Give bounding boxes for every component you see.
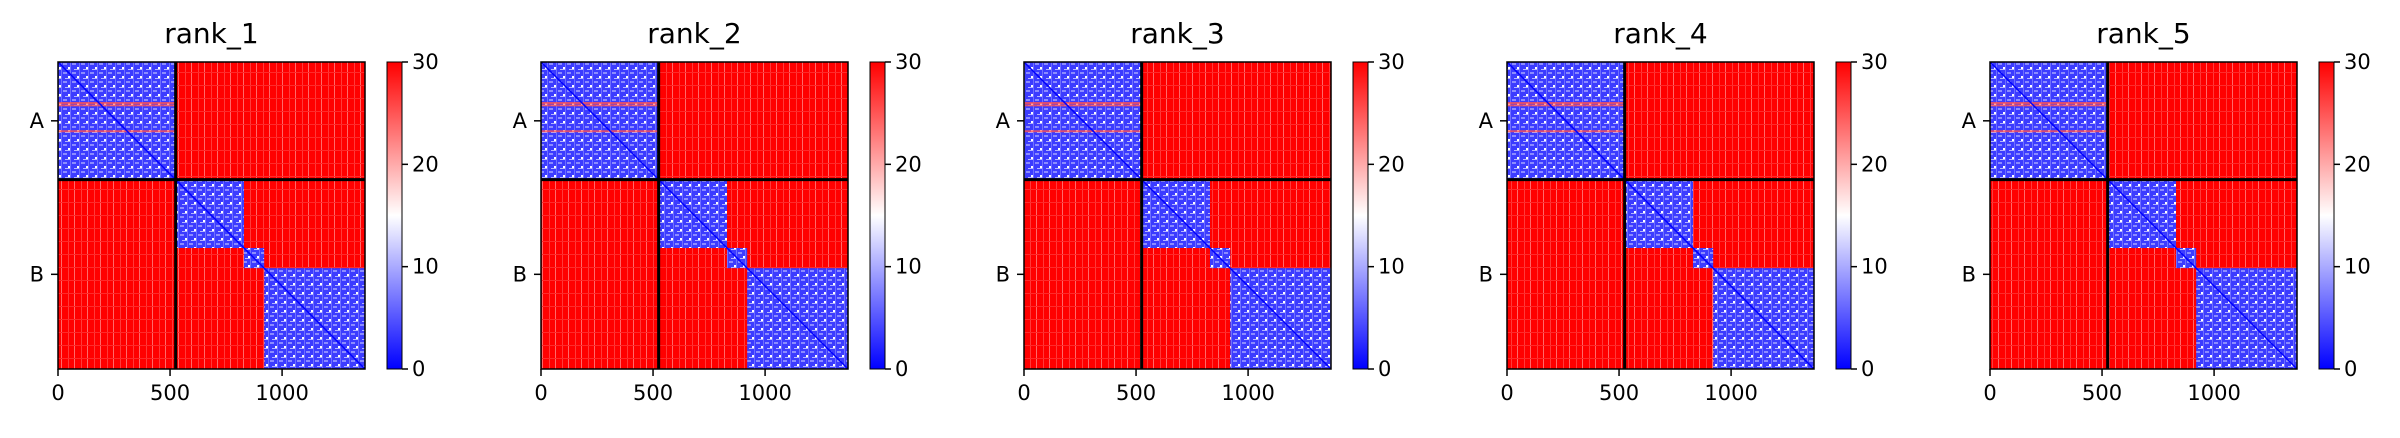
- y-tick-label: B: [996, 262, 1010, 286]
- diagonal-line: [1023, 61, 1332, 370]
- diagonal-line: [1506, 61, 1815, 370]
- error-stripe: [541, 104, 659, 107]
- error-stripe: [1990, 101, 2108, 104]
- error-stripe: [1507, 101, 1625, 104]
- plot-frame: [57, 61, 366, 370]
- colorbar-tick-label: 10: [412, 255, 439, 279]
- x-tick-label: 0: [51, 381, 64, 405]
- error-stripe: [58, 101, 176, 104]
- colorbar-tick-label: 20: [2344, 152, 2371, 176]
- x-tick-label: 1000: [2187, 381, 2240, 405]
- colorbar-tick-label: 30: [895, 50, 922, 74]
- colorbar-tick-label: 20: [1378, 152, 1405, 176]
- colorbar-tick-label: 0: [412, 357, 425, 381]
- colorbar-tick-label: 20: [1861, 152, 1888, 176]
- heatmap-panel-rank_1: rank_1 0 500 1000 A B 0 10 20 30: [30, 17, 439, 405]
- colorbar: [386, 61, 403, 370]
- x-tick-label: 500: [1599, 381, 1639, 405]
- colorbar-tick-label: 30: [2344, 50, 2371, 74]
- y-tick-label: B: [30, 262, 44, 286]
- x-tick-label: 1000: [255, 381, 308, 405]
- heatmap-panel-rank_2: rank_2 0 500 1000 A B 0 10 20 30: [513, 17, 922, 405]
- colorbar-tick-label: 0: [2344, 357, 2357, 381]
- x-tick-label: 0: [1983, 381, 1996, 405]
- error-stripe: [1990, 104, 2108, 107]
- error-stripe: [1024, 130, 1142, 133]
- error-stripe: [1507, 130, 1625, 133]
- error-stripe: [541, 101, 659, 104]
- colorbar: [869, 61, 886, 370]
- error-stripe: [1990, 130, 2108, 133]
- error-stripe: [58, 130, 176, 133]
- plot-frame: [540, 61, 849, 370]
- x-tick-label: 500: [633, 381, 673, 405]
- colorbar-tick-label: 10: [2344, 255, 2371, 279]
- x-tick-label: 0: [534, 381, 547, 405]
- diagonal-line: [540, 61, 849, 370]
- colorbar-tick-label: 10: [1861, 255, 1888, 279]
- colorbar: [2318, 61, 2335, 370]
- x-tick-label: 500: [1116, 381, 1156, 405]
- colorbar-tick-label: 0: [1378, 357, 1391, 381]
- colorbar-tick-label: 20: [412, 152, 439, 176]
- colorbar-tick-label: 30: [1861, 50, 1888, 74]
- x-tick-label: 1000: [1221, 381, 1274, 405]
- colorbar-tick-label: 10: [895, 255, 922, 279]
- diagonal-line: [57, 61, 366, 370]
- x-tick-label: 0: [1017, 381, 1030, 405]
- heatmap-panel-rank_5: rank_5 0 500 1000 A B 0 10 20 30: [1962, 17, 2371, 405]
- plot-frame: [1023, 61, 1332, 370]
- y-tick-label: A: [1962, 109, 1977, 133]
- colorbar-tick-label: 10: [1378, 255, 1405, 279]
- panel-title: rank_5: [2096, 17, 2190, 50]
- heatmap-panel-rank_4: rank_4 0 500 1000 A B 0 10 20 30: [1479, 17, 1888, 405]
- y-tick-label: A: [1479, 109, 1494, 133]
- x-tick-label: 500: [2082, 381, 2122, 405]
- x-tick-label: 1000: [1704, 381, 1757, 405]
- y-tick-label: A: [513, 109, 528, 133]
- colorbar-tick-label: 30: [1378, 50, 1405, 74]
- panel-title: rank_2: [647, 17, 741, 50]
- error-stripe: [541, 130, 659, 133]
- error-stripe: [1507, 104, 1625, 107]
- plot-frame: [1506, 61, 1815, 370]
- panel-title: rank_4: [1613, 17, 1707, 50]
- y-tick-label: A: [30, 109, 45, 133]
- heatmap-panel-rank_3: rank_3 0 500 1000 A B 0 10 20 30: [996, 17, 1405, 405]
- colorbar-tick-label: 0: [895, 357, 908, 381]
- colorbar-tick-label: 0: [1861, 357, 1874, 381]
- diagonal-line: [1989, 61, 2298, 370]
- y-tick-label: B: [1962, 262, 1976, 286]
- y-tick-label: B: [513, 262, 527, 286]
- error-stripe: [58, 104, 176, 107]
- error-stripe: [1024, 104, 1142, 107]
- x-tick-label: 1000: [738, 381, 791, 405]
- error-stripe: [1024, 101, 1142, 104]
- colorbar-tick-label: 20: [895, 152, 922, 176]
- colorbar: [1352, 61, 1369, 370]
- x-tick-label: 500: [150, 381, 190, 405]
- panel-title: rank_1: [164, 17, 258, 50]
- colorbar-tick-label: 30: [412, 50, 439, 74]
- panel-title: rank_3: [1130, 17, 1224, 50]
- y-tick-label: A: [996, 109, 1011, 133]
- x-tick-label: 0: [1500, 381, 1513, 405]
- y-tick-label: B: [1479, 262, 1493, 286]
- colorbar: [1835, 61, 1852, 370]
- plot-frame: [1989, 61, 2298, 370]
